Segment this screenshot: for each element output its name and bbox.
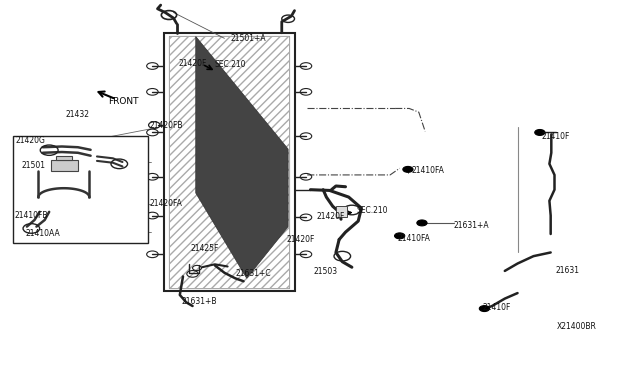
Text: 21420G: 21420G	[15, 137, 45, 145]
Bar	[169, 36, 289, 288]
Bar	[336, 206, 348, 217]
Text: 21501+A: 21501+A	[231, 34, 266, 43]
Bar	[13, 136, 148, 243]
Text: SEC.210: SEC.210	[356, 206, 388, 215]
Polygon shape	[196, 36, 288, 278]
Bar	[164, 33, 294, 291]
Text: 21420F: 21420F	[286, 235, 315, 244]
Text: 21410F: 21410F	[541, 132, 570, 141]
Circle shape	[535, 129, 545, 135]
Bar	[169, 36, 289, 288]
Text: 21410FA: 21410FA	[397, 234, 431, 243]
Text: 21631+A: 21631+A	[454, 221, 490, 230]
Text: 21631: 21631	[556, 266, 580, 275]
Text: 21420F: 21420F	[179, 58, 207, 68]
Text: 21420F: 21420F	[317, 212, 345, 221]
Text: 21420FA: 21420FA	[149, 199, 182, 208]
Text: 21631+C: 21631+C	[236, 269, 271, 278]
Text: 21410F: 21410F	[483, 303, 511, 312]
Text: 21503: 21503	[314, 267, 338, 276]
Text: 21631+B: 21631+B	[181, 297, 216, 306]
Text: 21410FA: 21410FA	[411, 166, 444, 174]
Circle shape	[479, 306, 490, 311]
Text: 21410FB: 21410FB	[14, 211, 47, 220]
Circle shape	[394, 233, 404, 239]
Text: 21432: 21432	[65, 109, 89, 119]
Circle shape	[403, 166, 413, 172]
Text: 21420FB: 21420FB	[149, 121, 183, 129]
Text: SEC.210: SEC.210	[215, 60, 246, 70]
Bar	[56, 156, 72, 160]
Text: 21410AA: 21410AA	[26, 230, 60, 238]
Circle shape	[417, 220, 427, 226]
Text: 21425F: 21425F	[190, 244, 218, 253]
Text: X21400BR: X21400BR	[557, 322, 597, 331]
Bar	[51, 160, 78, 171]
Text: FRONT: FRONT	[108, 97, 139, 106]
Text: 21501: 21501	[22, 161, 46, 170]
